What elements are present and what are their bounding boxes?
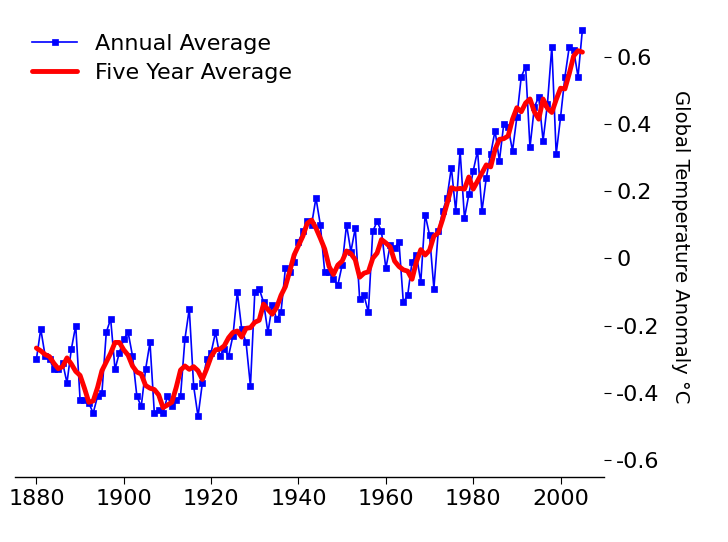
Five Year Average [32, 345, 41, 351]
Annual Average [294, 238, 303, 245]
Annual Average [578, 27, 587, 33]
Line: Five Year Average: Five Year Average [36, 51, 582, 408]
Annual Average [32, 356, 41, 363]
Line: Annual Average: Annual Average [33, 27, 585, 419]
Annual Average [399, 299, 408, 305]
Annual Average [67, 346, 76, 352]
Five Year Average [578, 49, 587, 55]
Five Year Average [373, 250, 381, 256]
Five Year Average [176, 367, 185, 373]
Five Year Average [399, 267, 408, 273]
Legend: Annual Average, Five Year Average: Annual Average, Five Year Average [25, 28, 298, 89]
Y-axis label: Global Temperature Anomaly °C: Global Temperature Anomaly °C [671, 90, 690, 403]
Annual Average [373, 218, 381, 224]
Five Year Average [67, 361, 76, 367]
Annual Average [194, 413, 202, 420]
Five Year Average [294, 242, 303, 249]
Five Year Average [360, 270, 368, 276]
Five Year Average [159, 404, 167, 411]
Five Year Average [574, 48, 582, 54]
Annual Average [360, 292, 368, 299]
Annual Average [172, 396, 181, 403]
